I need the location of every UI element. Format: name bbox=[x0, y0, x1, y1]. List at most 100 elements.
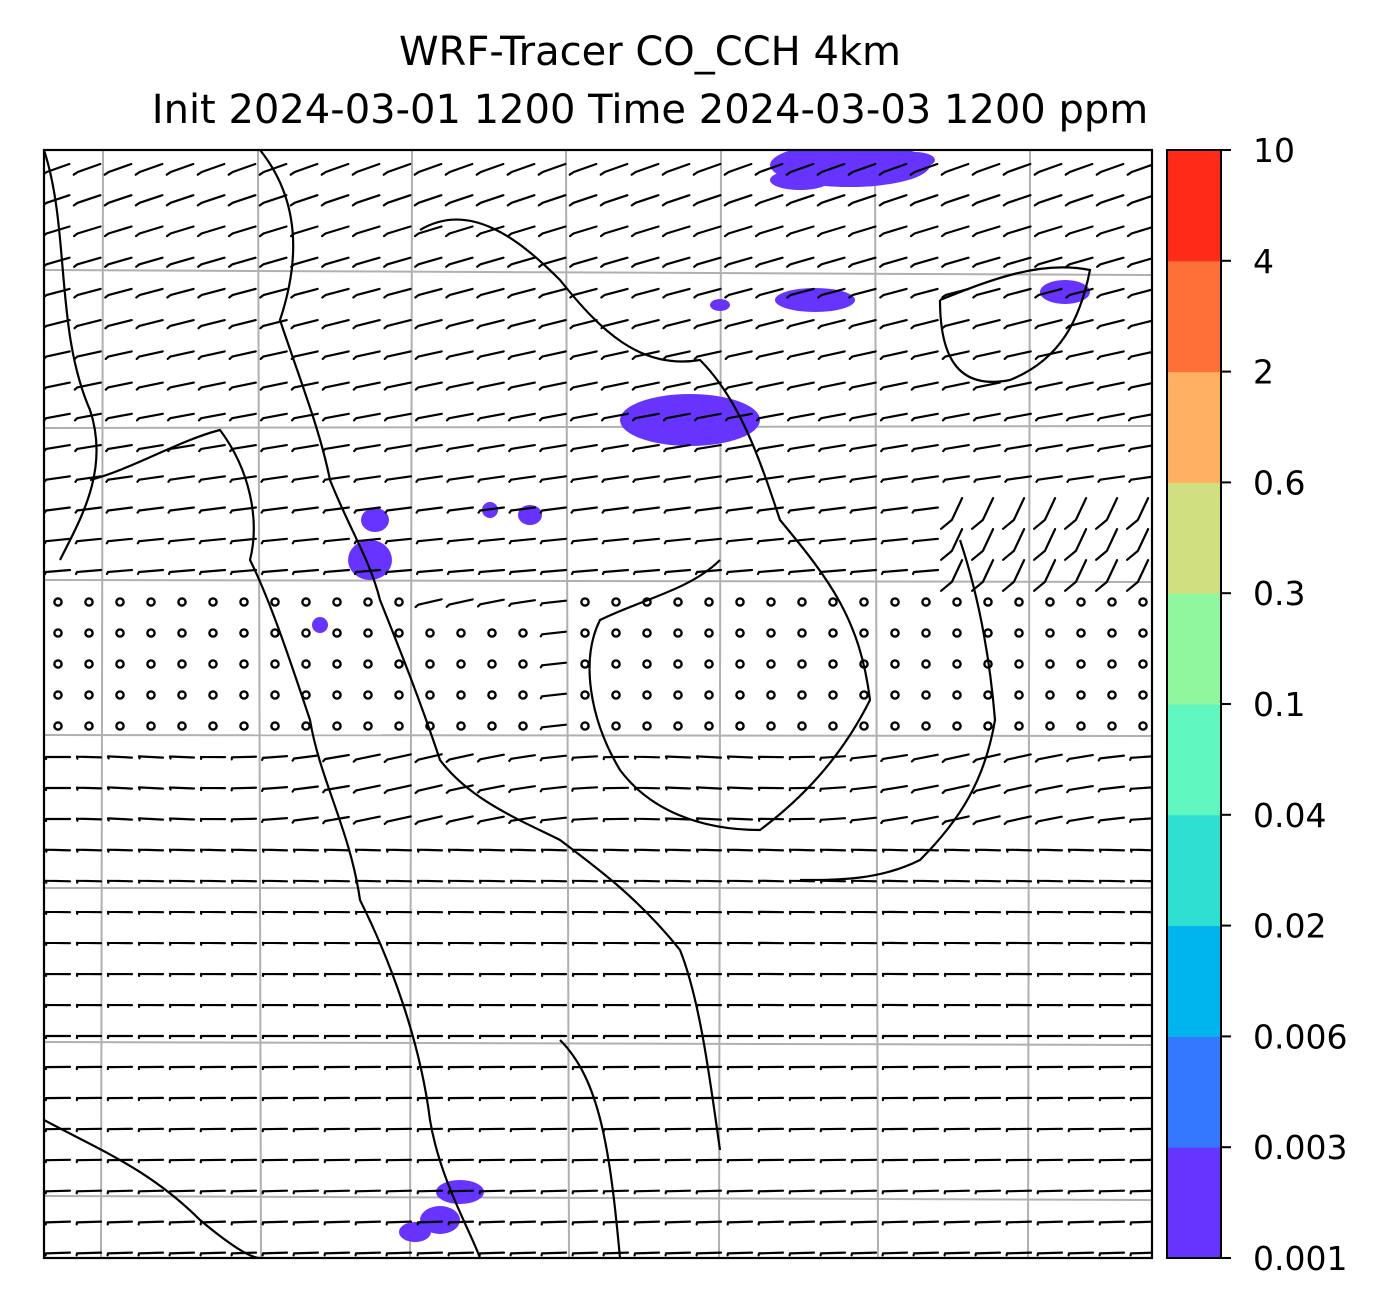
wind-barb bbox=[788, 1220, 816, 1226]
calm-wind-marker bbox=[828, 690, 838, 700]
wind-barb bbox=[943, 1003, 971, 1008]
calm-wind-marker bbox=[921, 690, 931, 700]
calm-wind-marker bbox=[115, 690, 125, 700]
wind-barb bbox=[137, 1158, 165, 1164]
wind-barb bbox=[1064, 225, 1094, 238]
calm-wind-marker bbox=[1045, 597, 1055, 607]
wind-barb bbox=[943, 848, 971, 853]
wind-barb bbox=[664, 1096, 692, 1102]
wind-barb bbox=[1033, 194, 1063, 207]
wind-barb bbox=[1005, 848, 1033, 853]
wind-barb bbox=[228, 350, 257, 360]
wind-barb bbox=[974, 1065, 1002, 1071]
wind-barb bbox=[106, 972, 134, 977]
wind-barb bbox=[817, 319, 846, 330]
calm-wind-marker bbox=[952, 628, 962, 638]
wind-barb bbox=[848, 350, 877, 360]
wind-barb bbox=[227, 162, 257, 176]
wind-barb bbox=[354, 1158, 382, 1164]
wind-barb bbox=[602, 755, 630, 761]
wind-barb bbox=[941, 815, 970, 825]
wind-barb bbox=[602, 1158, 630, 1164]
wind-barb bbox=[724, 287, 753, 299]
wind-barb bbox=[230, 879, 258, 884]
wind-barb bbox=[260, 537, 288, 545]
calm-wind-marker bbox=[363, 628, 373, 638]
wind-barb bbox=[663, 568, 692, 576]
wind-barb bbox=[971, 497, 995, 530]
wind-barb bbox=[414, 287, 443, 299]
wind-barb bbox=[385, 1127, 413, 1133]
wind-barb bbox=[539, 754, 567, 762]
wind-barb bbox=[1065, 256, 1094, 268]
wind-barb bbox=[447, 972, 475, 977]
calm-wind-marker bbox=[177, 597, 187, 607]
calm-wind-marker bbox=[859, 659, 869, 669]
wind-barb bbox=[1034, 350, 1063, 360]
wind-barb bbox=[726, 1251, 754, 1257]
wind-barb bbox=[320, 225, 350, 238]
wind-barb bbox=[633, 910, 661, 915]
calm-wind-marker bbox=[580, 690, 590, 700]
wind-barb bbox=[602, 879, 630, 884]
calm-wind-marker bbox=[239, 659, 249, 669]
wind-barb bbox=[137, 1065, 165, 1071]
wind-barb bbox=[600, 350, 629, 360]
wind-barb bbox=[445, 350, 474, 360]
calm-wind-marker bbox=[84, 690, 94, 700]
calm-wind-marker bbox=[115, 597, 125, 607]
wind-barb bbox=[106, 1127, 134, 1133]
wind-barb bbox=[323, 1189, 351, 1195]
calm-wind-marker bbox=[301, 597, 311, 607]
wind-barb bbox=[168, 817, 196, 822]
wind-barb bbox=[1067, 1251, 1095, 1257]
wind-barb bbox=[972, 350, 1001, 360]
wind-barb bbox=[1036, 941, 1064, 946]
wind-barb bbox=[757, 1220, 785, 1226]
wind-barb bbox=[539, 475, 567, 483]
wind-barb bbox=[323, 1127, 351, 1133]
wind-barb bbox=[385, 1251, 413, 1257]
wind-barb bbox=[571, 910, 599, 915]
wind-barb bbox=[447, 1034, 475, 1040]
wind-barb bbox=[912, 1127, 940, 1133]
wind-barb bbox=[385, 941, 413, 946]
wind-barb bbox=[631, 381, 660, 391]
wind-barb bbox=[228, 319, 257, 330]
wind-barb bbox=[972, 381, 1001, 391]
wind-barb bbox=[44, 786, 72, 792]
wind-barb bbox=[44, 1096, 72, 1102]
wind-barb bbox=[912, 1251, 940, 1257]
wind-barb bbox=[199, 1003, 227, 1008]
wind-barb bbox=[416, 879, 444, 884]
wind-barb bbox=[75, 848, 103, 853]
wind-barb bbox=[1002, 528, 1026, 561]
calm-wind-marker bbox=[859, 690, 869, 700]
calm-wind-marker bbox=[270, 690, 280, 700]
wind-barb bbox=[260, 568, 289, 576]
wind-barb bbox=[105, 506, 133, 514]
wind-barb bbox=[292, 1158, 320, 1164]
wind-barb bbox=[413, 225, 443, 238]
wind-barb bbox=[75, 1220, 103, 1226]
calm-wind-marker bbox=[952, 690, 962, 700]
wind-barb bbox=[1097, 754, 1125, 762]
wind-barb bbox=[1098, 972, 1126, 977]
wind-barb bbox=[166, 256, 195, 268]
wind-barb bbox=[261, 1096, 289, 1102]
wind-barb bbox=[385, 910, 413, 915]
wind-barb bbox=[230, 755, 258, 761]
wind-barb bbox=[320, 162, 350, 176]
wind-barb bbox=[198, 537, 226, 545]
wind-barb bbox=[321, 319, 350, 330]
wind-barb bbox=[199, 786, 227, 791]
wind-barb bbox=[912, 1158, 940, 1164]
wind-barb bbox=[137, 941, 165, 946]
calm-wind-marker bbox=[611, 690, 621, 700]
wind-barb bbox=[1096, 350, 1125, 360]
wind-barb bbox=[1005, 1251, 1033, 1257]
wind-barb bbox=[1126, 528, 1150, 561]
wind-barb bbox=[786, 287, 815, 299]
wind-barb bbox=[664, 879, 692, 884]
wind-barb bbox=[383, 381, 412, 391]
